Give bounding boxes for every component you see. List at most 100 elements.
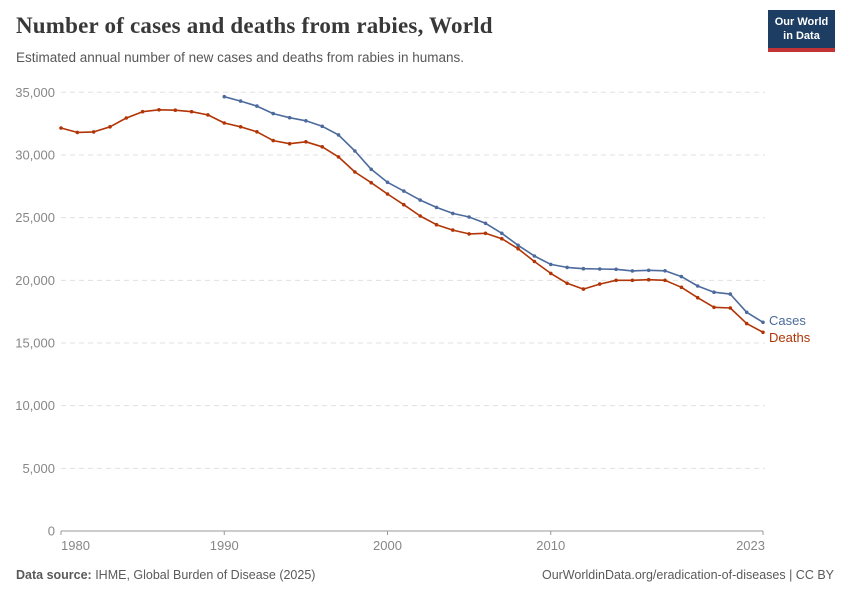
data-point-deaths[interactable]	[369, 180, 374, 185]
data-point-cases[interactable]	[222, 94, 227, 99]
data-point-deaths[interactable]	[728, 306, 733, 310]
y-tick-label: 10,000	[15, 398, 55, 413]
data-point-cases[interactable]	[320, 124, 325, 129]
data-point-deaths[interactable]	[320, 145, 325, 149]
data-point-cases[interactable]	[565, 265, 569, 270]
data-point-deaths[interactable]	[614, 278, 618, 283]
data-point-cases[interactable]	[402, 189, 406, 193]
owid-logo-line2: in Data	[783, 30, 820, 43]
data-point-cases[interactable]	[695, 284, 700, 288]
data-point-cases[interactable]	[630, 269, 635, 273]
data-point-deaths[interactable]	[761, 330, 765, 335]
y-tick-label: 0	[48, 524, 55, 539]
data-point-deaths[interactable]	[124, 116, 129, 120]
data-point-deaths[interactable]	[157, 108, 161, 112]
data-point-cases[interactable]	[614, 267, 618, 272]
data-point-cases[interactable]	[353, 149, 357, 153]
y-tick-label: 5,000	[22, 461, 55, 476]
data-point-deaths[interactable]	[238, 125, 243, 129]
data-point-deaths[interactable]	[255, 130, 259, 134]
y-tick-label: 25,000	[15, 210, 55, 225]
series-label-cases[interactable]: Cases	[769, 313, 806, 328]
data-point-cases[interactable]	[712, 290, 716, 295]
x-tick-label: 2010	[536, 538, 565, 553]
data-point-deaths[interactable]	[271, 138, 276, 143]
data-point-cases[interactable]	[451, 211, 455, 216]
series-line-cases[interactable]	[224, 95, 764, 323]
data-point-deaths[interactable]	[287, 141, 292, 146]
data-point-deaths[interactable]	[467, 232, 471, 236]
data-point-deaths[interactable]	[663, 278, 667, 283]
data-point-deaths[interactable]	[402, 202, 406, 207]
data-point-cases[interactable]	[483, 221, 488, 226]
license-link[interactable]: OurWorldinData.org/eradication-of-diseas…	[541, 568, 834, 582]
data-point-cases[interactable]	[418, 198, 423, 202]
data-point-cases[interactable]	[336, 133, 341, 137]
y-tick-label: 20,000	[15, 273, 55, 288]
data-point-cases[interactable]	[663, 269, 667, 273]
data-point-deaths[interactable]	[646, 277, 651, 282]
data-point-deaths[interactable]	[353, 170, 357, 174]
data-point-deaths[interactable]	[222, 121, 227, 125]
data-point-cases[interactable]	[304, 119, 308, 123]
data-point-deaths[interactable]	[418, 214, 423, 218]
y-tick-label: 35,000	[15, 85, 55, 100]
data-point-cases[interactable]	[287, 115, 292, 120]
data-point-cases[interactable]	[467, 215, 471, 219]
data-point-cases[interactable]	[238, 99, 243, 103]
series-label-deaths[interactable]: Deaths	[769, 330, 811, 345]
data-point-deaths[interactable]	[549, 271, 553, 276]
data-point-deaths[interactable]	[59, 126, 63, 130]
y-tick-label: 15,000	[15, 335, 55, 350]
data-point-deaths[interactable]	[565, 281, 569, 286]
data-point-cases[interactable]	[728, 292, 733, 296]
data-point-deaths[interactable]	[500, 236, 504, 241]
data-point-deaths[interactable]	[140, 109, 145, 114]
data-source-label: Data source:	[16, 568, 92, 582]
data-point-cases[interactable]	[500, 231, 504, 236]
data-point-deaths[interactable]	[75, 130, 80, 135]
data-point-cases[interactable]	[434, 205, 439, 210]
data-point-cases[interactable]	[271, 111, 276, 116]
x-tick-label: 1980	[61, 538, 90, 553]
data-point-deaths[interactable]	[91, 130, 96, 134]
page-title: Number of cases and deaths from rabies, …	[16, 13, 493, 38]
data-point-cases[interactable]	[744, 310, 749, 315]
series-line-deaths[interactable]	[60, 109, 764, 334]
owid-logo[interactable]: Our World in Data	[768, 10, 835, 52]
data-point-deaths[interactable]	[451, 228, 455, 232]
data-point-deaths[interactable]	[189, 109, 194, 114]
data-point-deaths[interactable]	[483, 231, 488, 236]
data-point-deaths[interactable]	[434, 222, 439, 227]
data-point-deaths[interactable]	[712, 305, 716, 310]
data-point-deaths[interactable]	[679, 285, 684, 290]
x-tick-label: 2000	[373, 538, 402, 553]
data-point-deaths[interactable]	[532, 259, 537, 264]
data-point-cases[interactable]	[581, 266, 586, 271]
data-point-cases[interactable]	[646, 268, 651, 273]
data-source-value: IHME, Global Burden of Disease (2025)	[91, 568, 316, 582]
data-point-cases[interactable]	[385, 180, 390, 185]
data-point-deaths[interactable]	[630, 278, 635, 283]
data-point-cases[interactable]	[679, 274, 684, 279]
data-point-deaths[interactable]	[304, 140, 308, 144]
data-point-deaths[interactable]	[516, 246, 520, 251]
data-point-cases[interactable]	[369, 167, 374, 172]
data-point-cases[interactable]	[532, 254, 537, 258]
data-point-deaths[interactable]	[581, 287, 586, 291]
data-point-deaths[interactable]	[206, 113, 210, 117]
data-point-deaths[interactable]	[108, 125, 112, 129]
data-point-cases[interactable]	[549, 262, 553, 267]
data-point-cases[interactable]	[255, 104, 259, 108]
data-point-deaths[interactable]	[597, 282, 602, 286]
data-point-deaths[interactable]	[385, 192, 390, 196]
data-point-cases[interactable]	[516, 243, 520, 248]
data-point-cases[interactable]	[761, 320, 765, 325]
data-point-deaths[interactable]	[695, 295, 700, 300]
data-point-deaths[interactable]	[744, 321, 749, 326]
data-point-deaths[interactable]	[173, 108, 178, 112]
data-point-deaths[interactable]	[336, 155, 341, 159]
data-point-cases[interactable]	[597, 267, 602, 271]
